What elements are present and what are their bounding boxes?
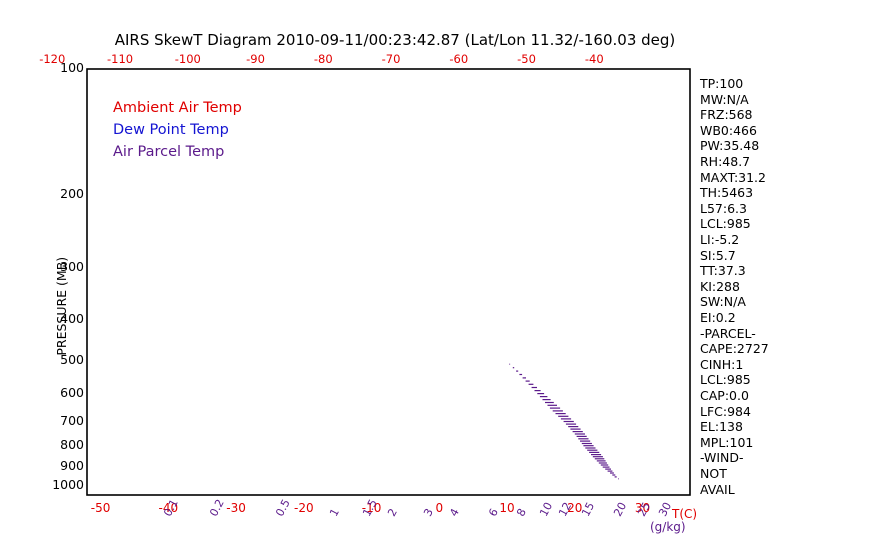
pressure-tick-100: 100 [60,60,84,75]
parameter-item: NOT [700,466,727,481]
pressure-tick-700: 700 [60,412,84,428]
parameter-item: TT:37.3 [700,263,746,279]
parameter-item: PW:35.48 [700,138,760,154]
top-temp-tick--80: -80 [313,52,333,66]
bottom-temp-tick--30: -30 [226,501,246,515]
top-temp-tick--110: -110 [106,52,134,66]
bottom-temp-tick--50: -50 [90,501,111,515]
parameter-item: LFC:984 [700,403,751,419]
pressure-tick-900: 900 [60,458,84,474]
pressure-tick-600: 600 [60,384,84,400]
top-temp-tick--100: -100 [174,52,201,66]
parameter-item: TP:100 [700,76,744,91]
top-temp-tick--50: -50 [517,52,536,66]
parameter-item: KI:288 [700,278,740,294]
parameter-item: SW:N/A [700,294,746,310]
bottom-temp-tick-20: 20 [567,501,583,515]
top-temp-tick--60: -60 [449,52,469,66]
legend-ambient: Ambient Air Temp [113,100,242,116]
legend-dewpoint: Dew Point Temp [113,122,229,138]
legend-parcel: Air Parcel Temp [113,144,225,160]
parameter-item: L57:6.3 [700,200,747,216]
pressure-tick-400: 400 [60,311,84,327]
parameter-item: -PARCEL- [700,325,756,341]
parameter-item: MAXT:31.2 [700,169,766,185]
parameter-item: EL:138 [700,419,743,435]
bottom-temp-tick--40: -40 [158,501,179,515]
parameter-item: SI:5.7 [700,247,736,263]
parameter-item: LCL:985 [700,372,751,388]
parameter-item: FRZ:568 [700,107,753,123]
parameter-item: LI:-5.2 [700,232,740,247]
parameter-item: EI:0.2 [700,310,736,325]
bottom-temp-tick-0: 0 [435,501,444,515]
pressure-tick-200: 200 [60,185,84,201]
parameter-item: -WIND- [700,450,744,466]
parameter-item: CAPE:2727 [700,341,769,357]
top-temp-tick--90: -90 [246,52,265,66]
pressure-tick-800: 800 [60,436,84,452]
parameter-item: CINH:1 [700,356,744,372]
parameter-item: AVAIL [700,481,735,497]
parameter-item: WB0:466 [700,122,757,138]
pressure-tick-500: 500 [60,351,84,367]
bottom-temp-tick--20: -20 [293,501,314,515]
parameter-item: LCL:985 [700,216,751,232]
pressure-tick-300: 300 [60,259,84,275]
parameter-item: RH:48.7 [700,154,751,169]
parameter-item: CAP:0.0 [700,388,749,403]
top-temp-tick--70: -70 [381,52,401,66]
plot-border [86,68,691,496]
x-axis-temp-label: T(C) [672,507,698,521]
page-title: AIRS SkewT Diagram 2010-09-11/00:23:42.8… [114,31,676,49]
parameter-item: TH:5463 [700,185,754,201]
plot-background [87,69,690,495]
parameter-item: MPL:101 [700,434,754,450]
pressure-tick-1000: 1000 [52,477,84,493]
bottom-temp-tick-10: 10 [499,501,515,515]
parameter-item: MW:N/A [700,91,749,107]
bottom-temp-tick--10: -10 [361,501,382,515]
cape-hatch [509,363,619,480]
top-temp-tick--120: -120 [39,52,66,66]
bottom-temp-tick-30: 30 [634,501,651,515]
x-axis-mixing-label: (g/kg) [650,520,686,534]
top-temp-tick--40: -40 [584,52,604,66]
